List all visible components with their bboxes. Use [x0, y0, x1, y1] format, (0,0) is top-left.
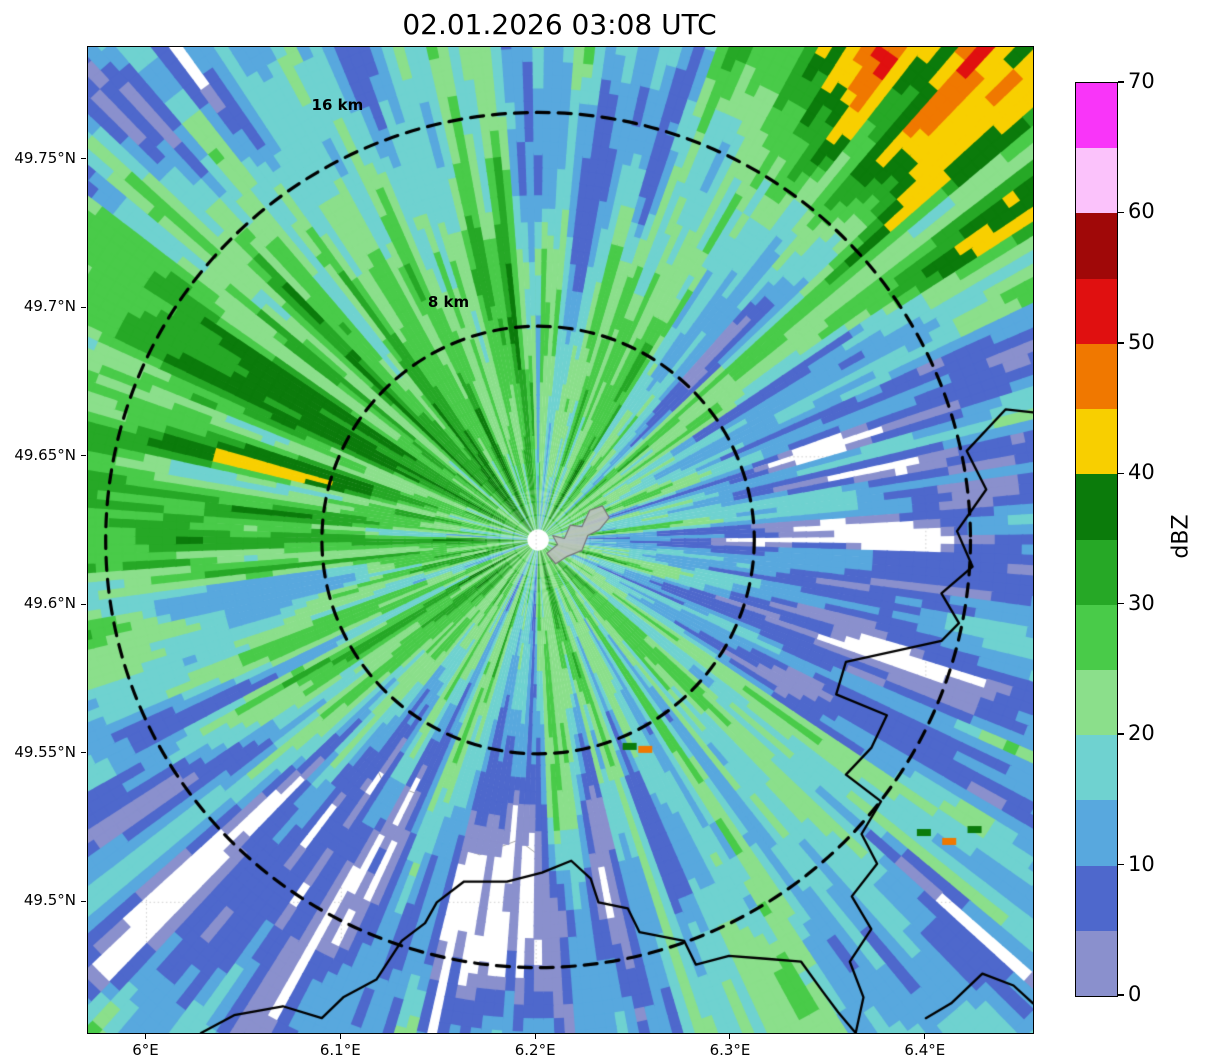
y-tick-mark	[81, 455, 86, 457]
colorbar-segment	[1076, 409, 1117, 475]
colorbar-segment	[1076, 83, 1117, 149]
colorbar	[1075, 82, 1118, 997]
range-ring-label-8km: 8 km	[427, 293, 470, 312]
colorbar-tick-mark	[1118, 994, 1124, 996]
x-tick-label: 6.3°E	[709, 1041, 751, 1059]
colorbar-tick-mark	[1118, 342, 1124, 344]
x-tick-mark	[339, 1034, 341, 1039]
y-tick-mark	[81, 306, 86, 308]
colorbar-tick-label: 20	[1128, 721, 1155, 746]
y-axis: 49.75°N 49.7°N 49.65°N 49.6°N 49.55°N 49.5°N	[0, 46, 86, 1034]
x-tick-mark	[534, 1034, 536, 1039]
y-tick-mark	[81, 752, 86, 754]
colorbar-tick-label: 70	[1128, 69, 1155, 93]
y-tick-label: 49.6°N	[23, 594, 76, 613]
x-tick-mark	[144, 1034, 146, 1039]
colorbar-tick-mark	[1118, 863, 1124, 866]
colorbar-segment	[1076, 604, 1117, 670]
colorbar-segment	[1076, 930, 1117, 997]
x-tick-label: 6°E	[132, 1041, 159, 1059]
colorbar-label: dBZ	[1168, 514, 1194, 559]
colorbar-tick-label: 10	[1128, 851, 1155, 876]
colorbar-segment	[1076, 278, 1117, 344]
y-tick-mark	[81, 603, 86, 605]
colorbar-segment	[1076, 213, 1117, 279]
x-tick-label: 6.1°E	[319, 1041, 361, 1059]
range-ring-label-16km: 16 km	[311, 95, 364, 114]
colorbar-segment	[1076, 148, 1117, 214]
y-tick-mark	[81, 158, 86, 160]
x-tick-mark	[729, 1034, 731, 1039]
colorbar-ticks: 0 10 20 30 40 50 60 70	[1118, 69, 1203, 1006]
colorbar-tick-label: 0	[1128, 982, 1142, 1006]
colorbar-segment	[1076, 343, 1117, 410]
x-tick-label: 6.2°E	[514, 1041, 556, 1059]
x-axis: 6°E 6.1°E 6.2°E 6.3°E 6.4°E	[87, 1034, 1034, 1062]
colorbar-tick-label: 60	[1128, 199, 1155, 224]
radar-map-canvas	[88, 47, 1033, 1033]
y-tick-label: 49.55°N	[14, 742, 76, 761]
y-tick-label: 49.65°N	[14, 445, 76, 464]
plot-title: 02.01.2026 03:08 UTC	[402, 8, 717, 41]
y-tick-label: 49.5°N	[23, 891, 76, 910]
colorbar-segment	[1076, 539, 1117, 605]
colorbar-tick-label: 50	[1128, 329, 1155, 354]
y-tick-label: 49.75°N	[14, 148, 76, 167]
colorbar-tick-mark	[1118, 81, 1124, 83]
colorbar-gradient	[1076, 83, 1117, 997]
x-tick-mark	[924, 1034, 926, 1039]
colorbar-segment	[1076, 865, 1117, 931]
colorbar-segment	[1076, 800, 1117, 866]
colorbar-segment	[1076, 735, 1117, 801]
y-tick-label: 49.7°N	[23, 297, 76, 316]
colorbar-tick-label: 40	[1128, 460, 1155, 485]
colorbar-tick-mark	[1118, 211, 1124, 214]
x-tick-label: 6.4°E	[904, 1041, 946, 1059]
colorbar-tick-mark	[1118, 602, 1124, 605]
colorbar-segment	[1076, 474, 1117, 540]
colorbar-segment	[1076, 669, 1117, 736]
map-plot: 16 km 8 km	[87, 46, 1034, 1034]
colorbar-tick-label: 30	[1128, 590, 1155, 615]
colorbar-tick-mark	[1118, 472, 1124, 475]
colorbar-tick-mark	[1118, 733, 1124, 735]
y-tick-mark	[81, 900, 86, 902]
